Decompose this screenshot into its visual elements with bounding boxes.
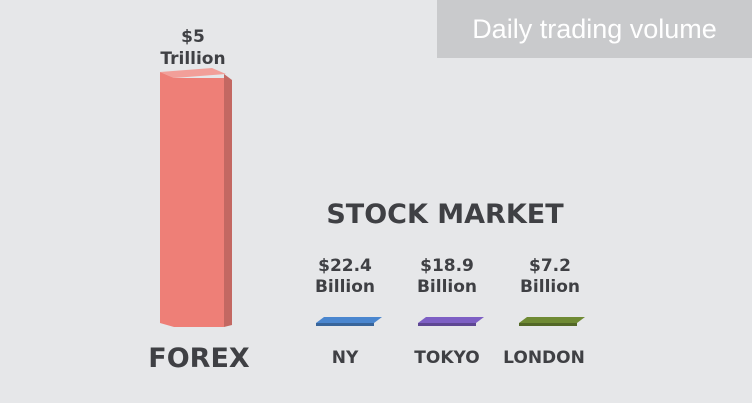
data-label-ny-amount: $22.4 xyxy=(318,256,372,276)
bar-london-face xyxy=(519,323,577,326)
bar-london-top xyxy=(519,317,585,323)
bar-forex-face xyxy=(174,78,224,327)
bar-ny xyxy=(316,317,382,326)
data-label-forex-amount: $5 xyxy=(181,27,205,47)
bar-forex-front xyxy=(160,72,174,327)
chart-title: Daily trading volume xyxy=(437,0,752,58)
bar-forex-top xyxy=(160,68,226,78)
group-label-stock-market: STOCK MARKET xyxy=(326,199,564,230)
bar-tokyo-face xyxy=(418,323,476,326)
bar-ny-top xyxy=(316,317,382,323)
data-label-tokyo-unit: Billion xyxy=(416,277,478,297)
category-label-london: LONDON xyxy=(503,348,585,368)
bar-london xyxy=(519,317,585,326)
bar-ny-face xyxy=(316,323,374,326)
data-label-london-amount: $7.2 xyxy=(529,256,571,276)
bar-tokyo-top xyxy=(418,317,484,323)
bar-tokyo xyxy=(418,317,484,326)
category-label-ny: NY xyxy=(331,348,359,368)
data-label-london-unit: Billion xyxy=(519,277,581,297)
data-label-forex-unit: Trillion xyxy=(160,49,226,69)
category-label-forex: FOREX xyxy=(148,343,250,374)
bar-forex xyxy=(160,68,232,327)
bar-forex-side xyxy=(224,74,232,327)
category-label-tokyo: TOKYO xyxy=(414,348,480,368)
data-label-tokyo-amount: $18.9 xyxy=(420,256,474,276)
data-label-ny-unit: Billion xyxy=(314,277,376,297)
